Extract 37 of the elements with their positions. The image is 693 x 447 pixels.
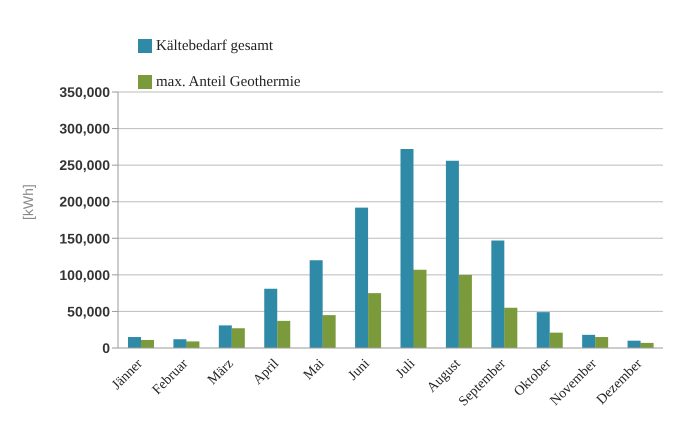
bar <box>413 270 426 348</box>
legend-label: max. Anteil Geothermie <box>156 74 301 90</box>
bar <box>322 315 336 348</box>
y-tick-label: 0 <box>102 340 110 356</box>
y-tick-label: 150,000 <box>59 230 110 246</box>
bar <box>582 334 596 348</box>
bar <box>128 337 141 348</box>
bar <box>140 340 154 348</box>
x-tick-label: Mai <box>300 356 328 384</box>
legend-label: Kältebedarf gesamt <box>156 38 274 54</box>
bar <box>368 293 382 348</box>
bar <box>536 312 550 348</box>
bar <box>595 337 608 348</box>
bar <box>186 341 200 348</box>
bar <box>232 328 245 348</box>
bar <box>504 308 518 348</box>
bar <box>458 274 472 348</box>
bar <box>491 240 504 348</box>
y-tick-label: 300,000 <box>59 120 110 137</box>
y-axis-title: [kWh] <box>20 184 36 220</box>
bar <box>550 332 563 348</box>
bar <box>446 160 459 348</box>
x-tick-label: Juli <box>393 356 418 382</box>
y-tick-label: 250,000 <box>59 157 110 174</box>
bar <box>264 288 278 348</box>
y-tick-label: 50,000 <box>67 303 110 320</box>
bar <box>628 340 641 348</box>
bar <box>355 208 368 348</box>
y-tick-label: 350,000 <box>59 84 110 100</box>
bar <box>310 260 323 348</box>
y-tick-label: 200,000 <box>59 194 110 210</box>
bar <box>400 149 414 348</box>
x-tick-label: Juni <box>346 356 373 384</box>
bar <box>173 339 186 348</box>
y-tick-label: 100,000 <box>59 266 110 283</box>
bar <box>277 320 290 348</box>
bar <box>218 325 232 348</box>
